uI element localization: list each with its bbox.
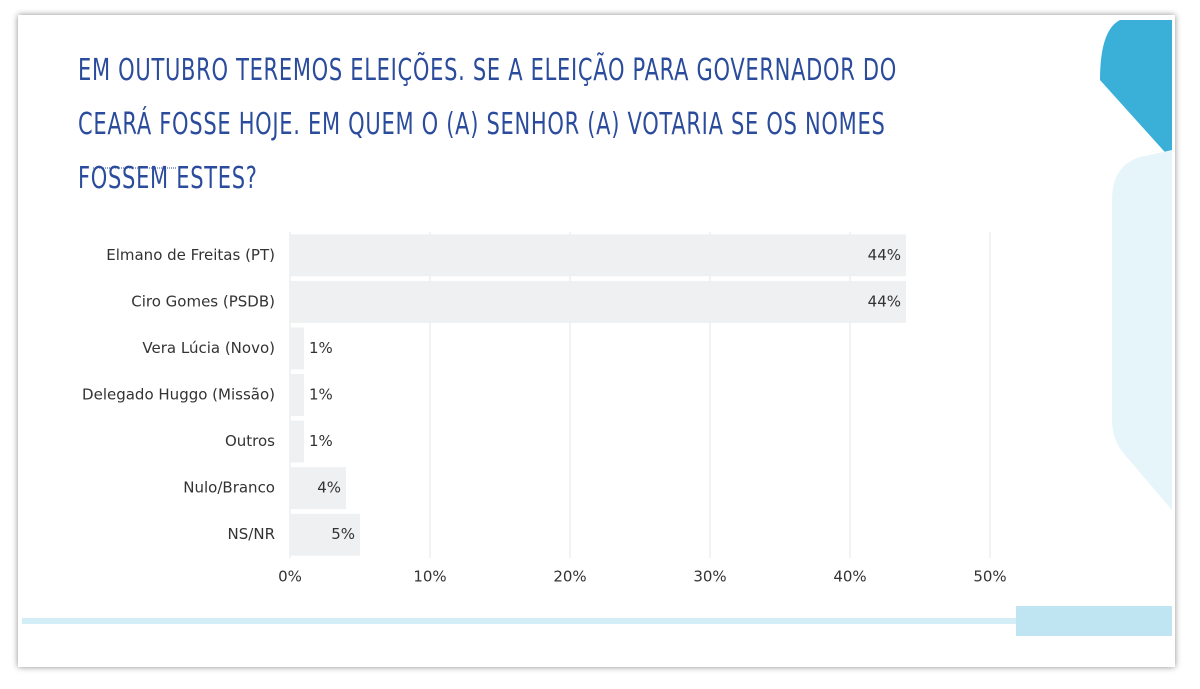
bar: [290, 374, 304, 416]
decor-shape: [1112, 150, 1172, 510]
bar: [290, 234, 906, 277]
bar: [290, 280, 906, 323]
x-tick-label: 40%: [833, 568, 866, 586]
x-tick-label: 30%: [693, 568, 726, 586]
y-tick-label: Nulo/Branco: [183, 479, 275, 497]
x-tick-label: 0%: [278, 568, 302, 586]
y-tick-label: Delegado Huggo (Missão): [82, 386, 275, 404]
value-label: 1%: [309, 386, 333, 404]
x-tick-label: 20%: [553, 568, 586, 586]
y-tick-label: Ciro Gomes (PSDB): [131, 292, 275, 310]
value-label: 44%: [868, 292, 901, 310]
bar: [290, 327, 304, 370]
slide: [18, 15, 1175, 667]
value-label: 1%: [309, 339, 333, 357]
y-tick-label: Outros: [225, 432, 275, 450]
value-label: 44%: [868, 246, 901, 264]
y-tick-label: Vera Lúcia (Novo): [142, 339, 275, 357]
chart-title: EM OUTUBRO TEREMOS ELEIÇÕES. SE A ELEIÇÃ…: [78, 53, 898, 196]
decor-line: [22, 618, 1112, 624]
bar: [290, 467, 346, 510]
value-label: 4%: [317, 479, 341, 497]
decor-block: [1016, 606, 1172, 636]
bar: [290, 420, 304, 463]
x-tick-label: 50%: [973, 568, 1006, 586]
value-label: 5%: [331, 525, 355, 543]
y-tick-label: Elmano de Freitas (PT): [106, 246, 275, 264]
decor-shape: [1100, 20, 1172, 160]
y-tick-label: NS/NR: [228, 525, 275, 543]
x-tick-label: 10%: [413, 568, 446, 586]
bar: [290, 513, 360, 556]
value-label: 1%: [309, 432, 333, 450]
